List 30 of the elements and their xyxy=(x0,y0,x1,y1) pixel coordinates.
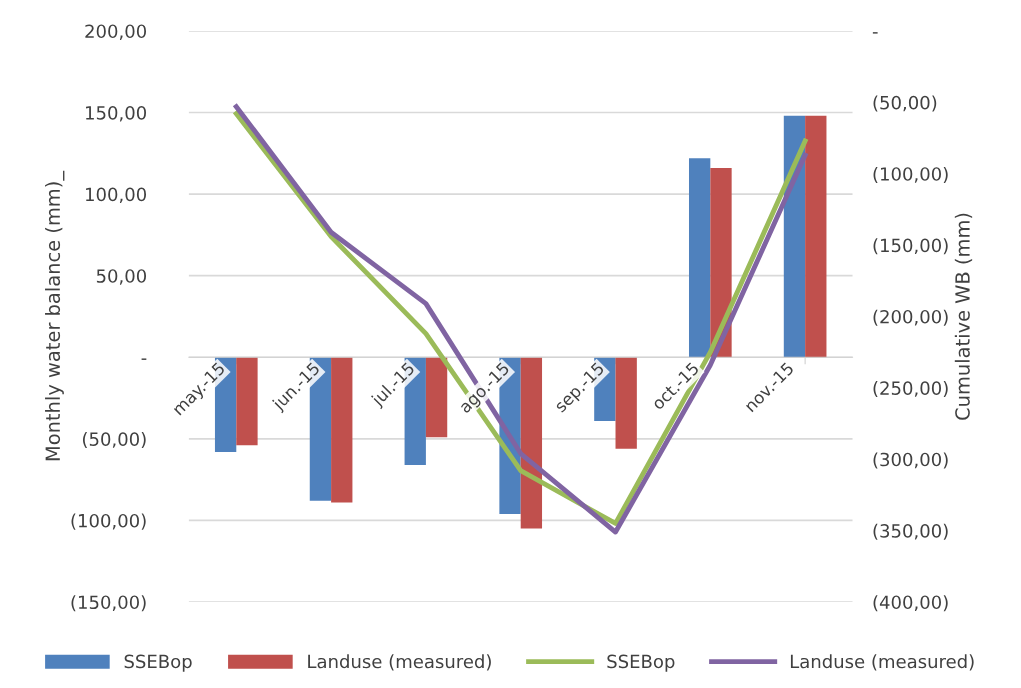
legend-label: SSEBop xyxy=(124,654,192,672)
legend-label: Landuse (measured) xyxy=(790,654,974,671)
y-tick-label: 100,00 xyxy=(86,187,147,204)
bar xyxy=(615,357,637,449)
y-tick-label: 50,00 xyxy=(96,269,147,285)
y-tick-label: 150,00 xyxy=(86,106,147,122)
bar xyxy=(805,115,827,358)
y-tick-label: (50,00) xyxy=(82,432,146,449)
y2-tick-label: (250,00) xyxy=(873,381,948,398)
y-tick-label: - xyxy=(141,358,147,360)
y-tick-label: (100,00) xyxy=(71,513,146,530)
bar xyxy=(688,158,711,358)
y2-tick-label: (50,00) xyxy=(873,95,937,112)
y2-tick-label: (200,00) xyxy=(873,309,948,326)
bar xyxy=(425,357,448,438)
y2-axis-title: Cumulative WB (mm) xyxy=(954,213,973,420)
y-tick-label: (150,00) xyxy=(71,595,146,612)
y2-tick-label: - xyxy=(872,32,878,34)
y2-tick-label: (350,00) xyxy=(873,523,948,540)
bar xyxy=(331,357,353,503)
y2-tick-label: (150,00) xyxy=(873,238,948,255)
y2-tick-label: (300,00) xyxy=(873,452,948,469)
y2-tick-label: (100,00) xyxy=(873,166,948,183)
y-tick-label: 200,00 xyxy=(85,24,147,40)
y-axis-title: Monthly water balance (mm)_ xyxy=(45,170,65,461)
bar xyxy=(236,357,258,446)
legend-label: SSEBop xyxy=(607,654,675,672)
legend-label: Landuse (measured) xyxy=(308,654,491,671)
y2-tick-label: (400,00) xyxy=(873,595,948,612)
bar xyxy=(520,357,543,529)
